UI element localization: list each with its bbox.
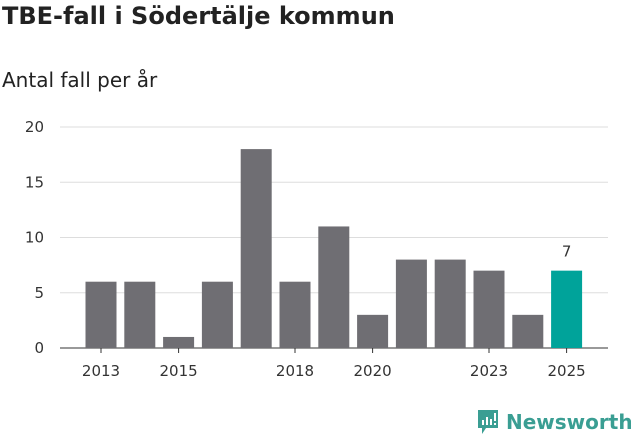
bar-2022 — [434, 259, 466, 348]
bar-2024 — [512, 314, 544, 348]
x-tick-label: 2015 — [160, 362, 198, 380]
bar-2019 — [318, 226, 350, 348]
x-tick-label: 2018 — [276, 362, 314, 380]
bar-2017 — [240, 149, 272, 348]
x-tick-label: 2023 — [470, 362, 508, 380]
bar-2021 — [395, 259, 427, 348]
bar-2020 — [357, 314, 389, 348]
chart-subtitle: Antal fall per år — [2, 68, 158, 92]
y-tick-label: 0 — [34, 339, 44, 357]
y-tick-label: 10 — [25, 229, 44, 247]
bar-2014 — [124, 281, 156, 348]
x-tick-label: 2025 — [548, 362, 586, 380]
bar-2015 — [163, 336, 195, 348]
y-tick-label: 15 — [25, 173, 44, 191]
x-tick-label: 2020 — [354, 362, 392, 380]
y-tick-label: 5 — [34, 284, 44, 302]
bar-2016 — [201, 281, 233, 348]
x-tick-label: 2013 — [82, 362, 120, 380]
bar-2013 — [85, 281, 117, 348]
newsworthy-logo-text: Newsworthy — [506, 410, 631, 434]
bar-2023 — [473, 270, 505, 348]
chart-title: TBE-fall i Södertälje kommun — [2, 2, 395, 30]
data-label: 7 — [562, 243, 572, 261]
bar-2018 — [279, 281, 311, 348]
y-tick-label: 20 — [25, 118, 44, 136]
newsworthy-logo: Newsworthy — [476, 408, 631, 436]
bar-2025 — [551, 270, 583, 348]
newsworthy-logo-icon — [478, 410, 498, 434]
